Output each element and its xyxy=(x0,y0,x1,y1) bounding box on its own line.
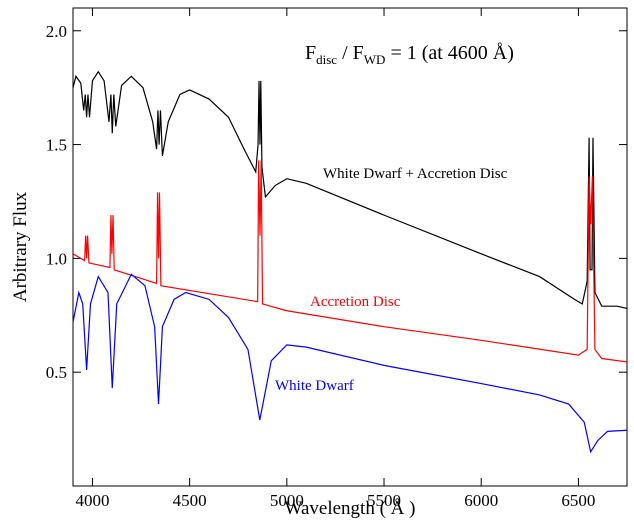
annotation-part: / F xyxy=(337,42,364,64)
annotation: Fdisc / FWD = 1 (at 4600 Å) xyxy=(305,42,514,67)
series-label: White Dwarf + Accretion Disc xyxy=(323,166,508,182)
annotation-part: WD xyxy=(364,52,386,67)
annotation-part: F xyxy=(305,42,316,64)
y-axis-label: Arbitrary Flux xyxy=(10,191,31,302)
x-tick-label: 6500 xyxy=(561,491,595,510)
y-tick-label: 1.5 xyxy=(46,136,67,155)
x-axis-label: Wavelength ( Å ) xyxy=(285,498,416,519)
x-tick-label: 4500 xyxy=(173,491,207,510)
plot-frame xyxy=(72,7,628,487)
annotation-part: = 1 (at 4600 Å) xyxy=(385,42,513,64)
series-line xyxy=(72,273,628,454)
series-line xyxy=(72,160,628,363)
x-tick-label: 4000 xyxy=(75,491,109,510)
series-line xyxy=(72,70,628,310)
x-tick-label: 6000 xyxy=(464,491,498,510)
y-tick-label: 0.5 xyxy=(46,363,67,382)
series-label: Accretion Disc xyxy=(310,294,401,310)
x-tick-label: 5000 xyxy=(270,491,304,510)
y-tick-label: 2.0 xyxy=(46,22,67,41)
series-label: White Dwarf xyxy=(275,378,354,394)
x-tick-label: 5500 xyxy=(367,491,401,510)
y-tick-label: 1.0 xyxy=(46,249,67,268)
annotation-part: disc xyxy=(316,52,337,67)
